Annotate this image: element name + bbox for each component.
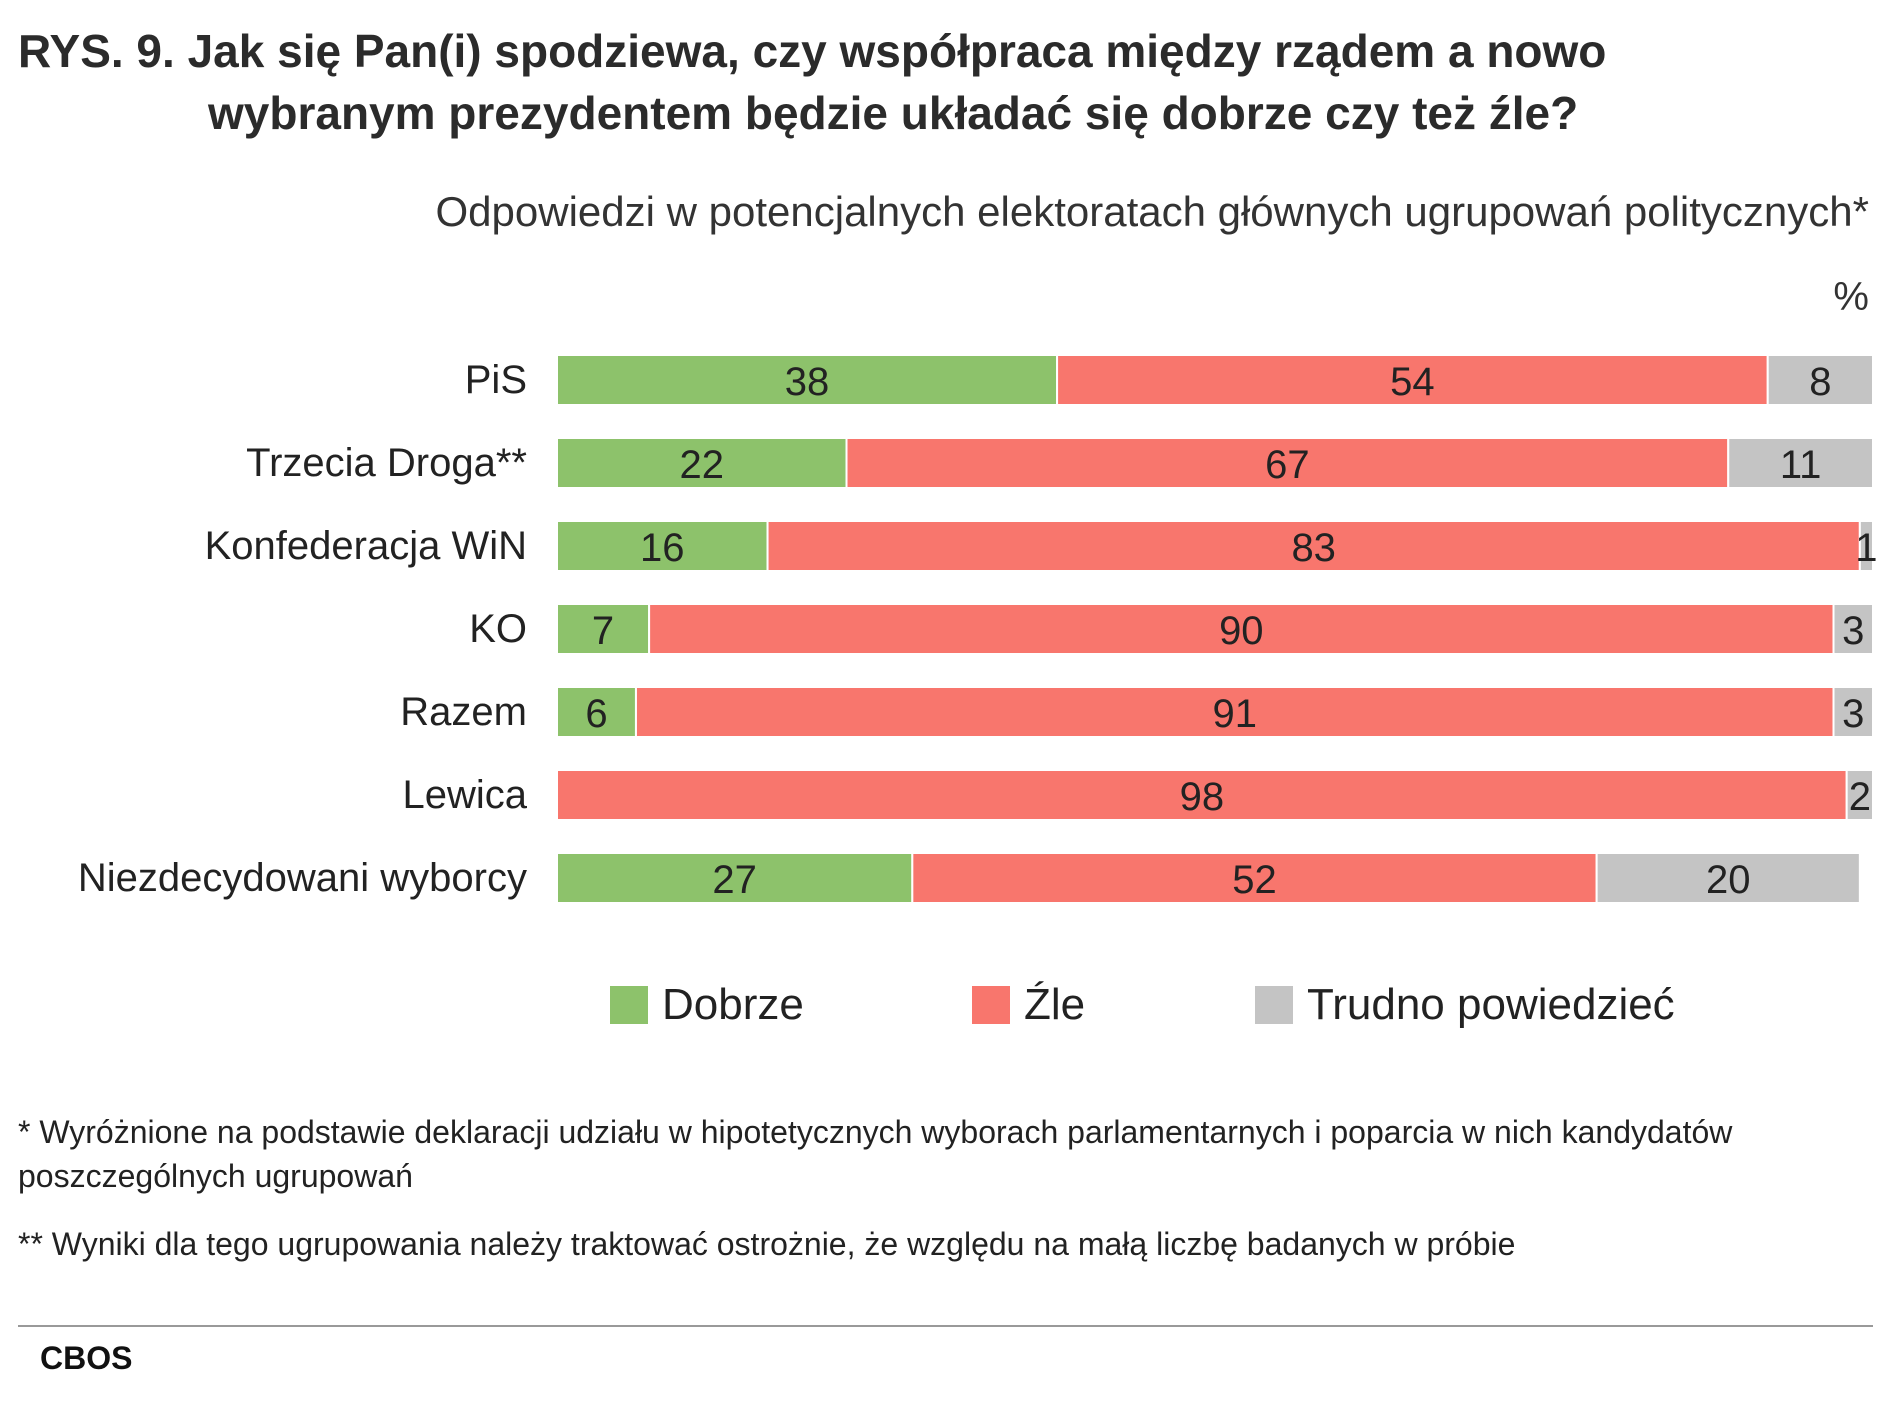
data-label: 22 (680, 443, 725, 487)
title-line-2: wybranym prezydentem będzie układać się … (208, 87, 1579, 139)
bar-segment (845, 437, 1730, 489)
category-label: Lewica (402, 773, 527, 817)
footnote-1: * Wyróżnione na podstawie deklaracji udz… (18, 1114, 1733, 1194)
data-label: 11 (1780, 443, 1822, 487)
data-label: 27 (712, 858, 757, 902)
data-label: 3 (1842, 692, 1864, 736)
category-label: Razem (400, 690, 527, 734)
data-label: 2 (1849, 775, 1871, 819)
legend-label-trudno: Trudno powiedzieć (1307, 980, 1675, 1029)
legend-swatch-dobrze (610, 986, 648, 1024)
source-label: CBOS (40, 1340, 133, 1376)
data-label: 54 (1390, 360, 1435, 404)
category-label: Trzecia Droga** (246, 441, 527, 485)
divider (18, 1325, 1873, 1327)
bar-segment (766, 520, 1861, 572)
legend-swatch-zle (972, 986, 1010, 1024)
legend-item-zle: Źle (972, 975, 1085, 1035)
bar-segment (634, 686, 1835, 738)
bar-segment (1845, 769, 1875, 821)
legend-item-dobrze: Dobrze (610, 975, 804, 1035)
bar-segment (1766, 354, 1874, 406)
data-label: 7 (592, 609, 614, 653)
title-line-1: RYS. 9. Jak się Pan(i) spodziewa, czy ws… (18, 25, 1607, 77)
data-label: 3 (1842, 609, 1864, 653)
bar-segment (648, 603, 1835, 655)
bar-segment (556, 686, 637, 738)
chart-subtitle: Odpowiedzi w potencjalnych elektoratach … (435, 188, 1869, 235)
bar-segment (556, 520, 769, 572)
bar-segment (1832, 686, 1875, 738)
legend-label-zle: Źle (1024, 980, 1086, 1029)
bar-segment (556, 852, 914, 904)
bar-segment (1595, 852, 1861, 904)
data-label: 1 (1855, 526, 1877, 570)
category-label: Konfederacja WiN (205, 524, 527, 568)
data-label: 52 (1232, 858, 1277, 902)
legend-label-dobrze: Dobrze (662, 980, 804, 1029)
category-label: Niezdecydowani wyborcy (78, 856, 527, 900)
bar-segment (556, 769, 1848, 821)
category-label: PiS (465, 358, 527, 402)
bar-segment (1858, 520, 1874, 572)
unit-label: % (1833, 275, 1869, 319)
legend: Dobrze Źle Trudno powiedzieć (0, 975, 1891, 1035)
bar-segment (911, 852, 1598, 904)
data-label: 98 (1180, 775, 1225, 819)
data-label: 83 (1291, 526, 1336, 570)
data-label: 90 (1219, 609, 1264, 653)
footnote-2: ** Wyniki dla tego ugrupowania należy tr… (18, 1226, 1516, 1262)
chart-title: RYS. 9. Jak się Pan(i) spodziewa, czy ws… (18, 20, 1858, 144)
data-label: 67 (1265, 443, 1310, 487)
data-label: 6 (585, 692, 607, 736)
bar-segment (556, 354, 1059, 406)
data-label: 91 (1212, 692, 1257, 736)
bar-segment (1056, 354, 1769, 406)
legend-item-trudno: Trudno powiedzieć (1255, 975, 1675, 1035)
category-label: KO (469, 607, 527, 651)
bar-segment (556, 603, 651, 655)
data-label: 16 (640, 526, 685, 570)
data-label: 38 (785, 360, 830, 404)
bar-segment (1832, 603, 1875, 655)
data-label: 20 (1706, 858, 1751, 902)
legend-swatch-trudno (1255, 986, 1293, 1024)
bar-segment (1727, 437, 1874, 489)
data-label: 8 (1809, 360, 1831, 404)
